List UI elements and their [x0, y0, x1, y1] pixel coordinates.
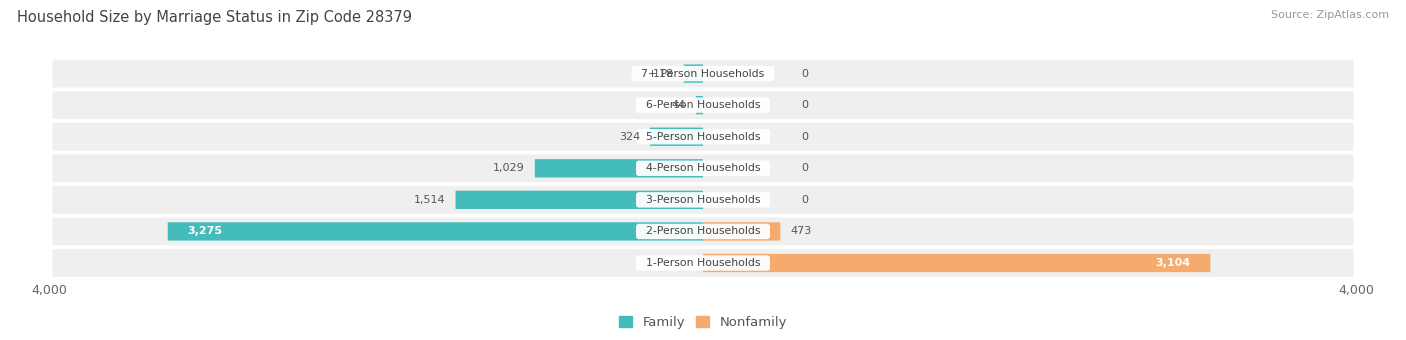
Text: 44: 44 — [672, 100, 686, 110]
FancyBboxPatch shape — [696, 96, 703, 114]
FancyBboxPatch shape — [52, 186, 1354, 214]
Text: 3,104: 3,104 — [1156, 258, 1191, 268]
Text: 6-Person Households: 6-Person Households — [638, 100, 768, 110]
FancyBboxPatch shape — [167, 222, 703, 241]
FancyBboxPatch shape — [52, 154, 1354, 182]
Text: Household Size by Marriage Status in Zip Code 28379: Household Size by Marriage Status in Zip… — [17, 10, 412, 25]
Text: 118: 118 — [652, 69, 673, 79]
FancyBboxPatch shape — [52, 60, 1354, 87]
FancyBboxPatch shape — [52, 249, 1354, 277]
Text: 0: 0 — [801, 195, 808, 205]
Text: 324: 324 — [619, 132, 640, 142]
FancyBboxPatch shape — [456, 191, 703, 209]
Text: 2-Person Households: 2-Person Households — [638, 226, 768, 236]
Text: 1,029: 1,029 — [494, 163, 524, 173]
Text: 0: 0 — [801, 163, 808, 173]
Text: 1-Person Households: 1-Person Households — [638, 258, 768, 268]
FancyBboxPatch shape — [52, 91, 1354, 119]
Legend: Family, Nonfamily: Family, Nonfamily — [613, 310, 793, 334]
FancyBboxPatch shape — [650, 128, 703, 146]
Text: 473: 473 — [790, 226, 811, 236]
FancyBboxPatch shape — [534, 159, 703, 177]
FancyBboxPatch shape — [52, 218, 1354, 245]
Text: 0: 0 — [801, 100, 808, 110]
FancyBboxPatch shape — [703, 222, 780, 241]
Text: 7+ Person Households: 7+ Person Households — [634, 69, 772, 79]
FancyBboxPatch shape — [703, 254, 1211, 272]
Text: 3,275: 3,275 — [187, 226, 222, 236]
Text: 1,514: 1,514 — [415, 195, 446, 205]
Text: 5-Person Households: 5-Person Households — [638, 132, 768, 142]
Text: 0: 0 — [801, 132, 808, 142]
Text: 4-Person Households: 4-Person Households — [638, 163, 768, 173]
FancyBboxPatch shape — [52, 123, 1354, 151]
Text: 3-Person Households: 3-Person Households — [638, 195, 768, 205]
Text: 0: 0 — [801, 69, 808, 79]
FancyBboxPatch shape — [683, 65, 703, 83]
Text: Source: ZipAtlas.com: Source: ZipAtlas.com — [1271, 10, 1389, 20]
